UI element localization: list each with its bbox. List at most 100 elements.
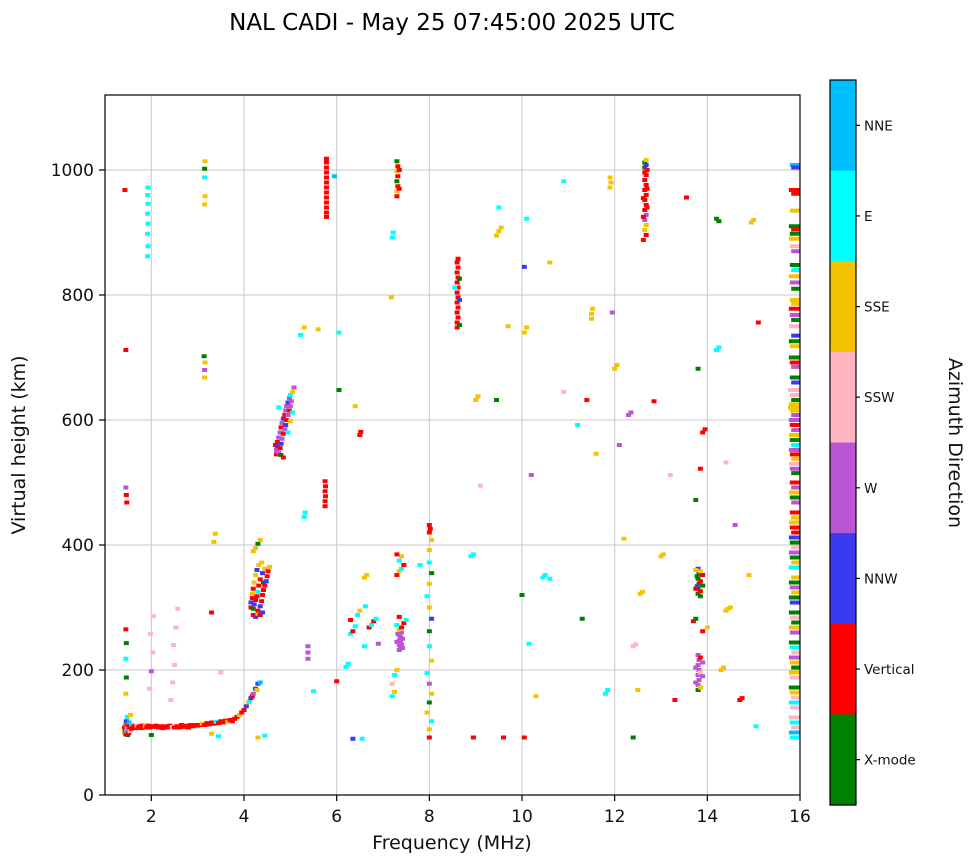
- data-point: [644, 168, 650, 172]
- data-point: [251, 602, 257, 607]
- data-point: [202, 159, 208, 164]
- data-point: [628, 410, 634, 415]
- data-point: [150, 614, 156, 619]
- data-point: [697, 685, 703, 690]
- data-point: [695, 683, 701, 687]
- data-point: [397, 638, 403, 642]
- data-point: [323, 210, 329, 215]
- data-point: [496, 205, 502, 210]
- data-point: [123, 493, 129, 497]
- data-point: [394, 189, 400, 194]
- data-point: [521, 330, 527, 335]
- data-point: [789, 705, 800, 710]
- data-point: [392, 689, 398, 694]
- data-point: [791, 471, 800, 476]
- data-point: [753, 724, 759, 729]
- data-point: [500, 735, 506, 740]
- colorbar-tick-label: SSW: [864, 390, 895, 406]
- data-point: [250, 586, 256, 591]
- y-tick-label: 800: [62, 286, 94, 306]
- data-point: [123, 641, 129, 646]
- data-point: [788, 461, 800, 466]
- data-point: [473, 398, 479, 402]
- data-point: [172, 663, 177, 667]
- data-point: [429, 719, 435, 724]
- data-point: [305, 656, 311, 661]
- data-point: [429, 658, 435, 663]
- colorbar-segment: [830, 714, 856, 806]
- data-point: [789, 393, 800, 397]
- data-point: [429, 616, 435, 621]
- data-point: [454, 290, 460, 295]
- data-point: [788, 188, 800, 192]
- data-point: [789, 555, 800, 560]
- plot-border: [104, 94, 801, 796]
- data-point: [452, 285, 458, 290]
- x-axis-label: Frequency (MHz): [372, 832, 532, 854]
- data-point: [399, 630, 405, 635]
- data-point: [789, 375, 800, 380]
- data-point: [700, 573, 706, 577]
- data-point: [788, 339, 800, 344]
- data-point: [789, 480, 800, 485]
- data-point: [426, 560, 432, 565]
- colorbar-tick-label: X-mode: [864, 753, 916, 769]
- data-point: [287, 419, 293, 424]
- data-point: [633, 642, 639, 647]
- data-point: [262, 733, 268, 738]
- data-point: [614, 363, 620, 367]
- data-point: [396, 186, 402, 191]
- data-point: [123, 348, 129, 352]
- data-point: [322, 504, 328, 509]
- data-point: [396, 558, 402, 563]
- data-point: [788, 224, 800, 229]
- data-point: [533, 694, 539, 699]
- data-point: [426, 548, 432, 552]
- data-point: [368, 623, 374, 627]
- data-point: [791, 650, 800, 655]
- data-point: [389, 235, 395, 240]
- data-point: [323, 160, 329, 165]
- data-point: [145, 254, 151, 259]
- data-point: [789, 630, 800, 635]
- data-point: [789, 452, 800, 457]
- data-point: [239, 710, 245, 715]
- data-point: [791, 515, 800, 520]
- data-point: [348, 618, 354, 622]
- data-point: [426, 681, 432, 686]
- data-point: [643, 223, 649, 227]
- data-point: [739, 696, 745, 701]
- data-point: [257, 538, 263, 542]
- data-point: [274, 439, 280, 444]
- data-point: [494, 233, 500, 238]
- data-point: [521, 264, 527, 269]
- data-point: [311, 689, 316, 694]
- data-point: [643, 183, 649, 187]
- data-point: [696, 658, 702, 662]
- data-point: [394, 668, 400, 672]
- data-point: [123, 485, 129, 490]
- data-point: [789, 280, 800, 285]
- colorbar-segment: [830, 80, 856, 172]
- data-point: [426, 581, 432, 586]
- data-point: [455, 315, 461, 320]
- data-point: [336, 330, 342, 335]
- data-point: [429, 571, 435, 576]
- data-point: [683, 195, 689, 200]
- data-point: [697, 569, 703, 574]
- x-tick-label: 6: [331, 807, 342, 827]
- data-point: [394, 179, 400, 184]
- data-point: [695, 688, 701, 692]
- data-point: [693, 586, 699, 591]
- data-point: [280, 431, 286, 436]
- data-point: [323, 205, 329, 210]
- data-point: [791, 530, 800, 535]
- data-point: [305, 644, 311, 649]
- data-point: [254, 594, 260, 599]
- data-point: [323, 195, 329, 200]
- data-point: [789, 231, 800, 236]
- data-point: [547, 576, 553, 581]
- data-point: [788, 274, 800, 279]
- data-point: [241, 708, 247, 712]
- data-point: [524, 325, 530, 330]
